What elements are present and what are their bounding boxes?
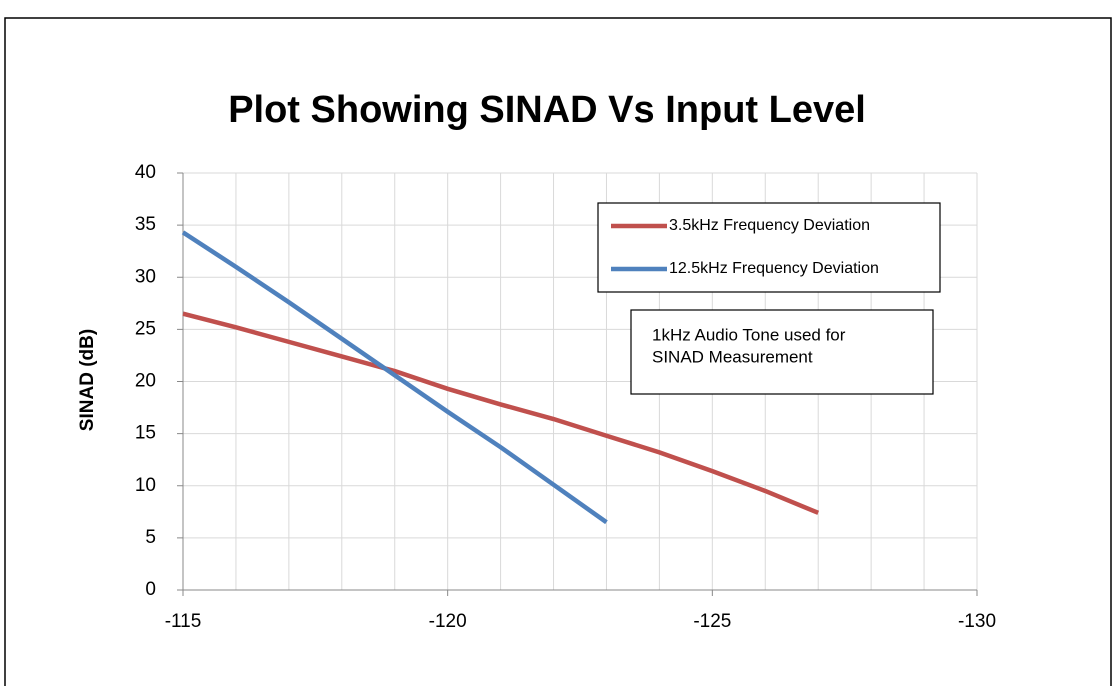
line-series bbox=[181, 230, 608, 525]
legend-label: 3.5kHz Frequency Deviation bbox=[669, 217, 870, 234]
y-tick-label: 10 bbox=[135, 475, 156, 496]
y-tick-label: 15 bbox=[135, 423, 156, 444]
legend-label: 12.5kHz Frequency Deviation bbox=[669, 260, 879, 277]
y-tick-label: 35 bbox=[135, 214, 156, 235]
line-series bbox=[182, 311, 820, 515]
x-tick-label: -125 bbox=[693, 611, 731, 632]
y-tick-label: 5 bbox=[145, 527, 156, 548]
annotation-text: 1kHz Audio Tone used for bbox=[652, 325, 846, 344]
y-tick-label: 20 bbox=[135, 371, 156, 392]
x-tick-label: -120 bbox=[429, 611, 467, 632]
annotation-text: SINAD Measurement bbox=[652, 347, 813, 366]
y-axis-label: SINAD (dB) bbox=[77, 329, 98, 431]
y-tick-label: 0 bbox=[145, 579, 156, 600]
chart-border bbox=[4, 17, 1112, 686]
chart-title: Plot Showing SINAD Vs Input Level bbox=[228, 89, 866, 131]
annotation-box bbox=[630, 309, 934, 395]
x-tick-label: -130 bbox=[958, 611, 996, 632]
y-tick-label: 30 bbox=[135, 266, 156, 287]
y-tick-label: 40 bbox=[135, 162, 156, 183]
legend-box bbox=[597, 202, 941, 293]
y-tick-label: 25 bbox=[135, 318, 156, 339]
x-tick-label: -115 bbox=[165, 611, 202, 632]
